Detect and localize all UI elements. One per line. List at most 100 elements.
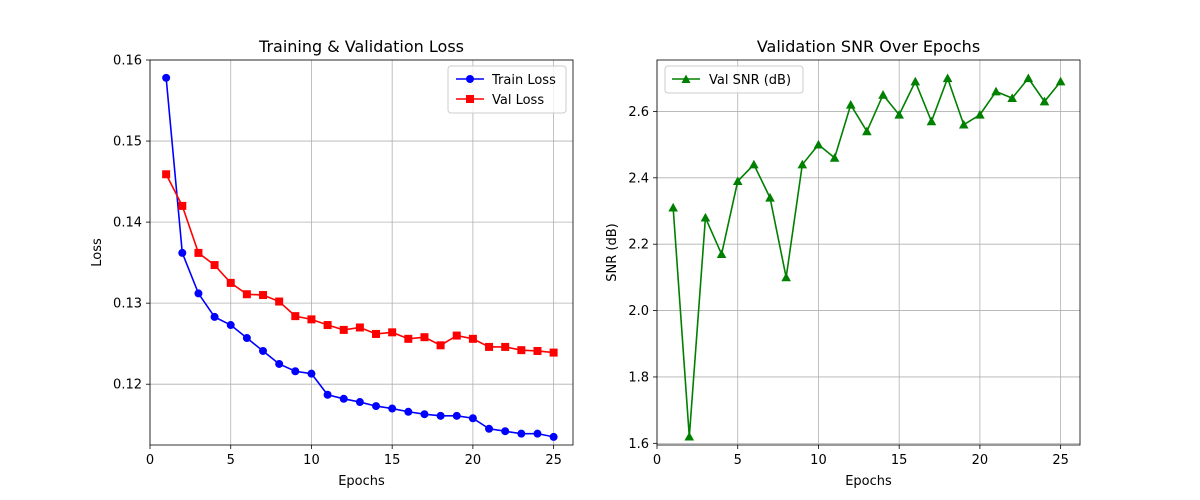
data-point-val-loss [404, 334, 413, 343]
legend-train-loss-label: Train Loss [491, 73, 556, 88]
data-point-train-loss [452, 411, 461, 420]
data-point-train-loss [549, 432, 558, 441]
chart-snr-legend-box [664, 65, 804, 94]
data-point-train-loss [242, 334, 251, 343]
data-point-train-loss [517, 429, 526, 438]
chart-snr-frame [656, 59, 1081, 446]
data-point-val-snr-db [894, 109, 904, 119]
data-point-val-loss [517, 346, 526, 355]
data-point-val-snr-db [732, 176, 743, 185]
data-point-train-loss [226, 321, 235, 330]
legend-val-snr-label: Val SNR (dB) [709, 73, 791, 88]
data-point-val-loss [275, 297, 284, 306]
y-tick-label: 2.0 [628, 304, 649, 319]
chart-loss-x-axis-label: Epochs [338, 474, 385, 489]
data-point-train-loss [436, 411, 445, 420]
y-tick-label: 1.6 [628, 437, 649, 452]
data-point-val-loss [259, 291, 268, 300]
data-point-val-snr-db [926, 116, 937, 126]
chart-loss-ticks: 0 5 10 15 20 25 0.12 0.13 0.14 0.15 0.16 [113, 54, 562, 469]
data-point-val-snr-db [862, 126, 872, 136]
chart-snr: 0 5 10 15 20 25 1.6 1.8 2.0 2.2 2.4 2.6 Validation … [605, 37, 1081, 489]
data-point-val-snr-db [797, 159, 808, 169]
data-point-val-loss [210, 261, 219, 270]
data-point-val-snr-db [716, 249, 727, 258]
data-point-val-loss [485, 342, 494, 351]
chart-snr-legend: Val SNR (dB) [664, 65, 804, 94]
data-point-val-loss [194, 248, 203, 257]
data-point-val-snr-db [765, 192, 775, 202]
data-point-val-snr-db [958, 119, 969, 129]
chart-snr-y-axis-label: SNR (dB) [605, 223, 620, 281]
x-tick-label: 25 [545, 453, 562, 468]
y-tick-label: 2.4 [628, 171, 649, 186]
legend-val-loss-marker [466, 95, 474, 103]
x-tick-label: 20 [972, 453, 989, 468]
data-point-val-snr-db [668, 202, 678, 212]
data-point-val-snr-db [829, 153, 840, 162]
data-point-train-loss [291, 367, 300, 376]
x-tick-label: 0 [146, 453, 154, 468]
data-point-val-loss [452, 331, 461, 340]
data-point-train-loss [501, 427, 510, 436]
data-point-train-loss [259, 346, 268, 355]
x-tick-label: 25 [1052, 453, 1069, 468]
data-point-train-loss [275, 359, 284, 368]
x-tick-label: 5 [734, 453, 742, 468]
data-point-val-loss [178, 201, 187, 210]
data-point-val-snr-db [942, 73, 953, 83]
y-tick-label: 1.8 [628, 370, 649, 385]
data-point-val-snr-db [975, 109, 985, 119]
legend-val-snr-marker [681, 74, 691, 83]
data-point-val-loss [501, 342, 510, 351]
data-point-val-loss [307, 315, 316, 324]
data-point-val-loss [549, 348, 558, 357]
data-point-val-snr-db [845, 100, 856, 109]
data-point-val-snr-db [1055, 76, 1066, 86]
data-point-train-loss [210, 312, 219, 321]
data-point-val-loss [339, 325, 348, 334]
chart-loss-legend: Train Loss Val Loss [447, 65, 567, 114]
y-tick-label: 0.14 [113, 216, 142, 231]
data-point-val-loss [242, 290, 251, 299]
data-point-val-snr-db [749, 159, 759, 169]
chart-snr-series [668, 73, 1066, 441]
data-point-val-snr-db [700, 212, 711, 222]
data-point-val-loss [468, 334, 477, 343]
chart-loss-title: Training & Validation Loss [258, 37, 464, 56]
data-point-val-loss [323, 321, 332, 330]
data-point-train-loss [485, 424, 494, 433]
data-point-val-snr-db [991, 86, 1001, 96]
data-point-train-loss [339, 394, 348, 403]
data-point-train-loss [355, 398, 364, 407]
data-point-train-loss [533, 429, 542, 438]
data-point-train-loss [307, 369, 316, 378]
x-tick-label: 10 [303, 453, 320, 468]
data-point-val-snr-db [1039, 96, 1050, 106]
x-tick-label: 10 [810, 453, 827, 468]
x-tick-label: 15 [384, 453, 401, 468]
y-tick-label: 2.2 [628, 238, 649, 253]
data-point-train-loss [194, 289, 203, 298]
data-point-val-loss [355, 323, 364, 332]
data-point-val-loss [420, 333, 429, 342]
legend-train-loss-marker [466, 75, 474, 83]
x-tick-label: 20 [465, 453, 482, 468]
data-point-val-loss [162, 170, 171, 179]
y-tick-label: 0.13 [113, 297, 142, 312]
x-tick-label: 15 [891, 453, 908, 468]
data-point-train-loss [372, 402, 381, 411]
data-point-train-loss [323, 390, 332, 399]
y-tick-label: 0.12 [113, 378, 142, 393]
legend-val-loss-label: Val Loss [492, 93, 544, 108]
data-point-train-loss [162, 73, 171, 82]
chart-snr-x-axis-label: Epochs [845, 474, 892, 489]
data-point-val-loss [291, 312, 300, 321]
data-point-val-snr-db [910, 76, 921, 86]
chart-loss-legend-box [447, 65, 567, 114]
data-point-train-loss [178, 248, 187, 257]
data-point-val-loss [226, 278, 235, 287]
chart-loss: 0 5 10 15 20 25 0.12 0.13 0.14 0.15 0.16 Training … [90, 37, 574, 489]
data-point-val-loss [372, 329, 381, 338]
